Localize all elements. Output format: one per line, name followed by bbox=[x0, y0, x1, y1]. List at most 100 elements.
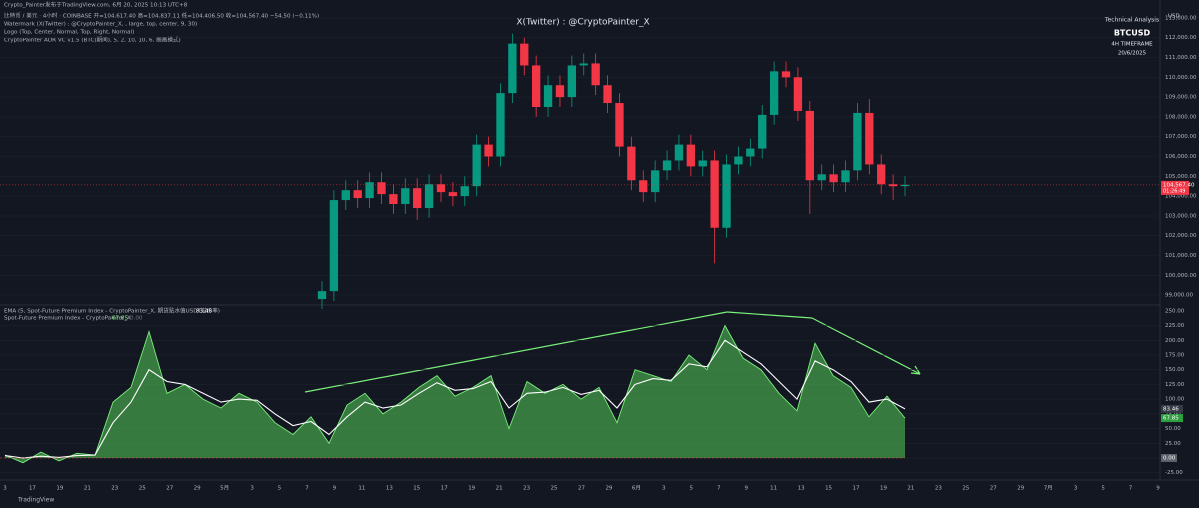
x-tick-label: 21 bbox=[907, 486, 914, 492]
candle-body bbox=[817, 174, 826, 181]
candle-body bbox=[698, 160, 707, 167]
x-tick-label: 21 bbox=[84, 486, 91, 492]
value-tag bbox=[1161, 404, 1183, 413]
candle-body bbox=[603, 85, 612, 104]
x-tick-label: 3 bbox=[3, 486, 7, 492]
candle-body bbox=[746, 148, 755, 157]
y-tick-label: 250.00 bbox=[1165, 308, 1185, 314]
y-tick-label: 105,000.00 bbox=[1165, 174, 1197, 180]
y-tick-label: 100.00 bbox=[1165, 397, 1185, 403]
x-tick-label: 25 bbox=[962, 486, 969, 492]
candle-body bbox=[555, 85, 565, 98]
candle-body bbox=[436, 184, 446, 193]
x-tick-label: 5月 bbox=[220, 485, 229, 492]
y-tick-label: 107,000.00 bbox=[1165, 134, 1197, 140]
candle-body bbox=[484, 144, 493, 157]
candle-body bbox=[769, 71, 779, 115]
legend-extra: 0.00 bbox=[130, 316, 143, 322]
value-tag bbox=[1161, 414, 1183, 423]
trend-arrow bbox=[811, 317, 921, 375]
premium-line bbox=[4, 324, 906, 464]
candle-body bbox=[758, 114, 767, 149]
watermark-line: Watermark (X(Twitter) : @CryptoPainter_X… bbox=[4, 22, 197, 28]
zero-label: 0.00 bbox=[1163, 455, 1176, 461]
candle-body bbox=[424, 184, 434, 208]
x-tick-label: 17 bbox=[441, 486, 448, 492]
candle-body bbox=[353, 190, 362, 199]
legend-entry: Spot-Future Premium Index - CryptoPainte… bbox=[4, 316, 131, 322]
x-tick-label: 17 bbox=[29, 486, 36, 492]
legend-entry: EMA (5, Spot-Future Premium Index - Cryp… bbox=[4, 307, 220, 315]
x-tick-label: 29 bbox=[194, 486, 201, 492]
candle-body bbox=[543, 85, 553, 107]
candle-body bbox=[520, 43, 529, 66]
y-tick-label: 200.00 bbox=[1165, 338, 1185, 344]
y-tick-label: 225.00 bbox=[1165, 323, 1185, 329]
x-tick-label: 9 bbox=[744, 486, 748, 492]
currency: USD bbox=[1168, 14, 1180, 20]
x-tick-label: 19 bbox=[880, 486, 887, 492]
candle-body bbox=[841, 170, 850, 183]
x-tick-label: 9 bbox=[333, 486, 337, 492]
candle-body bbox=[674, 144, 684, 161]
x-tick-label: 23 bbox=[111, 486, 118, 492]
badge-date: 20/6/2025 bbox=[1118, 51, 1147, 57]
y-tick-label: 113,000.00 bbox=[1165, 15, 1197, 21]
x-tick-label: 7 bbox=[717, 486, 721, 492]
candle-body bbox=[829, 174, 838, 183]
x-tick-label: 19 bbox=[56, 486, 63, 492]
y-tick-label: 125.00 bbox=[1165, 382, 1185, 388]
candle-body bbox=[781, 71, 791, 78]
y-tick-label: 110,000.00 bbox=[1165, 75, 1197, 81]
x-tick-label: 23 bbox=[523, 486, 530, 492]
candle-body bbox=[531, 65, 541, 107]
x-tick-label: 19 bbox=[468, 486, 475, 492]
x-tick-label: 7 bbox=[1129, 486, 1133, 492]
candle-body bbox=[448, 192, 458, 197]
price-tag bbox=[1161, 180, 1189, 195]
candle-body bbox=[377, 182, 386, 195]
candle-body bbox=[413, 188, 422, 208]
candle-body bbox=[710, 160, 719, 228]
x-tick-label: 5 bbox=[278, 486, 282, 492]
x-tick-label: 27 bbox=[166, 486, 173, 492]
x-tick-label: 13 bbox=[386, 486, 393, 492]
last-price-label: 104,567.40 bbox=[1163, 182, 1195, 188]
candle-body bbox=[627, 146, 636, 181]
x-tick-label: 11 bbox=[358, 486, 365, 492]
y-tick-label: 100,000.00 bbox=[1165, 273, 1197, 279]
candle-body bbox=[389, 194, 398, 205]
x-tick-label: 3 bbox=[250, 486, 254, 492]
y-tick-label: -25.00 bbox=[1165, 470, 1183, 476]
legend-value: 67.85 bbox=[112, 316, 128, 322]
logo-line: Logo (Top, Center, Normal, Top, Right, N… bbox=[4, 30, 134, 36]
x-tick-label: 5 bbox=[1101, 486, 1105, 492]
x-tick-label: 27 bbox=[578, 486, 585, 492]
candle-body bbox=[508, 43, 517, 94]
candle-body bbox=[865, 112, 874, 165]
candle-body bbox=[329, 200, 339, 292]
y-tick-label: 175.00 bbox=[1165, 353, 1185, 359]
candle-body bbox=[686, 144, 696, 167]
x-tick-label: 7 bbox=[305, 486, 309, 492]
candle-body bbox=[722, 164, 731, 228]
y-tick-label: 112,000.00 bbox=[1165, 35, 1197, 41]
x-tick-label: 7月 bbox=[1044, 485, 1053, 492]
y-tick-label: 106,000.00 bbox=[1165, 154, 1197, 160]
candle-body bbox=[805, 110, 814, 181]
candle-body bbox=[317, 291, 327, 300]
candle-body bbox=[579, 63, 588, 66]
x-tick-label: 3 bbox=[662, 486, 666, 492]
badge-title: Technical Analysis bbox=[1104, 17, 1159, 24]
y-tick-label: 103,000.00 bbox=[1165, 213, 1197, 219]
candle-body bbox=[401, 188, 410, 205]
y-tick-label: 150.00 bbox=[1165, 367, 1185, 373]
candle-body bbox=[567, 65, 577, 98]
candle-body bbox=[639, 180, 648, 193]
x-tick-label: 11 bbox=[770, 486, 777, 492]
x-tick-label: 9 bbox=[1156, 486, 1160, 492]
candle-body bbox=[662, 160, 672, 171]
countdown: 01:26:49 bbox=[1163, 188, 1185, 194]
candle-body bbox=[877, 164, 886, 185]
x-tick-label: 29 bbox=[1017, 486, 1024, 492]
